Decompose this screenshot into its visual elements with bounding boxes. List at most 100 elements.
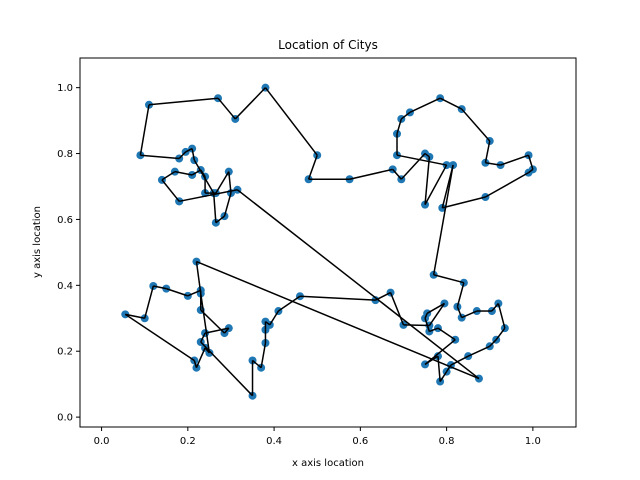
route-segment [204, 327, 229, 334]
route-segment [424, 164, 448, 205]
route-segment [485, 162, 501, 166]
route-segment [178, 151, 187, 160]
route-segment [140, 154, 180, 160]
route-segment [196, 260, 480, 380]
route-segment [148, 97, 219, 106]
route-segment [260, 342, 267, 368]
route-segment [223, 192, 232, 217]
y-tick-label: 0.0 [57, 413, 73, 424]
route-segment [485, 172, 529, 198]
route-segment [528, 168, 534, 174]
route-segment [200, 293, 211, 353]
route-segment [403, 324, 430, 327]
route-segment [424, 156, 431, 205]
route-segment [193, 360, 198, 368]
route-segment [200, 309, 226, 334]
route-segment [396, 118, 403, 134]
route-segment [234, 87, 267, 120]
route-segment [429, 327, 439, 333]
route-segment [299, 295, 376, 301]
route-segment [426, 302, 445, 314]
route-segment [461, 310, 478, 319]
route-segment [437, 327, 456, 341]
route-segment [467, 345, 491, 357]
route-segment [439, 371, 448, 382]
route-segment [424, 313, 428, 319]
route-segment [400, 153, 426, 180]
route-segment [161, 171, 176, 181]
route-segment [269, 310, 280, 326]
route-segment [439, 97, 463, 110]
route-segment [124, 313, 195, 362]
x-axis-ticks: 0.0 0.2 0.4 0.6 0.8 1.0 [94, 427, 541, 447]
route-segment [264, 87, 318, 156]
route-segment [191, 148, 196, 161]
route-segment [400, 111, 411, 120]
route-segment [191, 169, 202, 176]
route-lines [124, 87, 534, 397]
route-segment [212, 193, 217, 223]
y-tick-label: 0.2 [57, 347, 73, 358]
route-segment [432, 164, 454, 275]
y-tick-label: 0.4 [57, 281, 73, 292]
route-segment [200, 332, 206, 343]
route-segment [252, 359, 262, 369]
route-segment [456, 306, 463, 318]
route-segment [392, 168, 402, 180]
route-segment [277, 295, 301, 312]
route-segment [456, 282, 465, 307]
route-segment [489, 339, 497, 347]
route-segment [125, 313, 145, 320]
route-segment [497, 303, 506, 329]
route-segment [442, 196, 486, 209]
route-segment [161, 179, 180, 202]
route-segment [437, 356, 441, 382]
route-segment [153, 285, 167, 290]
route-segment [215, 171, 230, 194]
route-segment [433, 274, 465, 284]
route-segment [428, 303, 446, 326]
plot-frame [79, 57, 577, 428]
y-tick-label: 0.8 [57, 149, 73, 160]
route-segment [500, 154, 529, 166]
route-segment [179, 189, 238, 203]
route-segment [307, 154, 318, 180]
y-tick-label: 0.6 [57, 215, 73, 226]
x-tick-label: 0.8 [439, 436, 455, 447]
route-segment [349, 168, 393, 180]
route-segment [461, 108, 491, 142]
route-segment [139, 104, 150, 156]
x-tick-label: 1.0 [525, 436, 541, 447]
x-tick-label: 0.0 [94, 436, 110, 447]
route-segment [193, 159, 215, 194]
route-segment [484, 140, 491, 163]
route-segment [195, 347, 206, 368]
x-tick-label: 0.6 [352, 436, 368, 447]
route-segment [409, 97, 441, 114]
route-segment [424, 152, 430, 158]
route-segment [166, 287, 189, 297]
x-axis-label: x axis location [292, 458, 364, 469]
route-segment [187, 289, 202, 297]
y-tick-label: 1.0 [57, 83, 73, 94]
x-tick-label: 0.2 [180, 436, 196, 447]
route-segment [236, 189, 480, 380]
route-segment [389, 292, 405, 326]
route-segment [223, 327, 230, 334]
route-segment [174, 170, 193, 176]
route-segment [228, 171, 232, 194]
y-axis-label: y axis location [32, 206, 43, 278]
route-segment [450, 355, 469, 366]
chart-title: Location of Citys [278, 38, 378, 52]
route-segment [185, 147, 193, 153]
route-segment [143, 285, 155, 319]
route-segment [217, 97, 236, 120]
route-segment [424, 339, 456, 365]
route-segment [215, 215, 225, 224]
x-tick-label: 0.4 [266, 436, 282, 447]
route-segment [527, 154, 534, 170]
route-segment [396, 154, 447, 166]
route-segment [491, 302, 499, 312]
